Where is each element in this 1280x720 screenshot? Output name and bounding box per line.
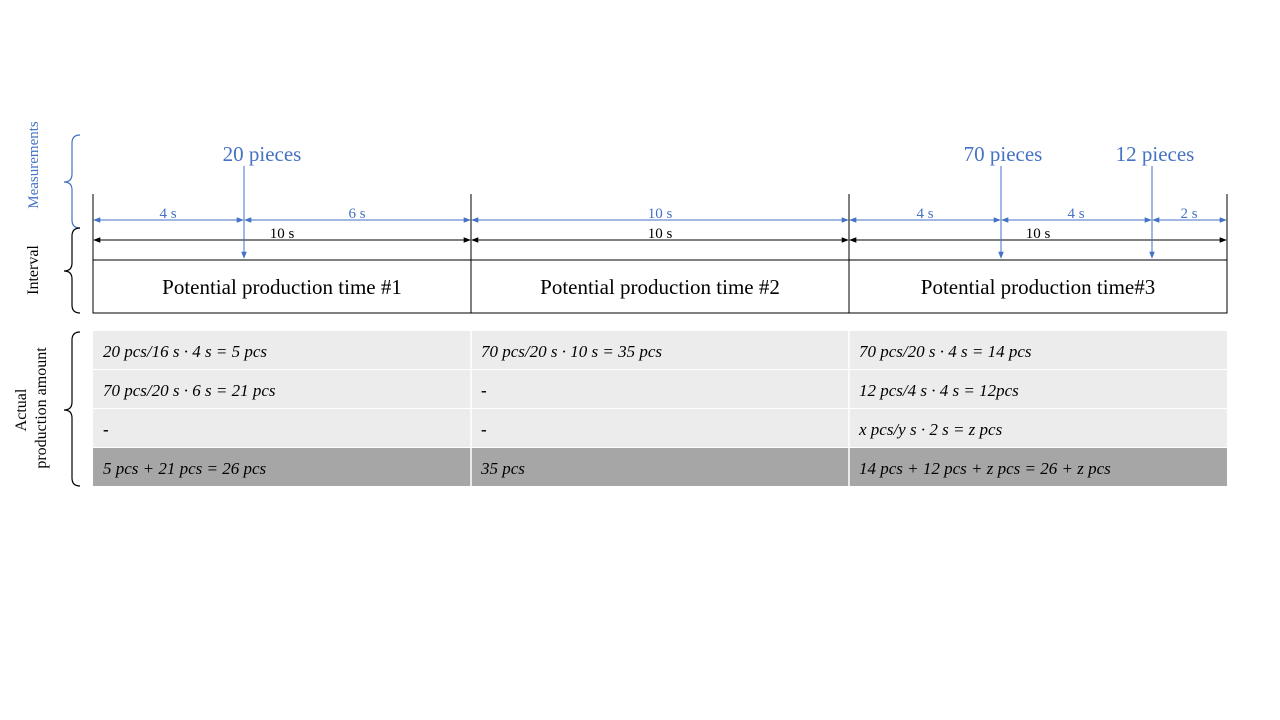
table-cell-text: 70 pcs/20 s · 4 s = 14 pcs [859, 342, 1032, 361]
table-cell [849, 370, 1227, 408]
measurement-span-label: 6 s [348, 206, 365, 222]
table-cell [93, 331, 471, 369]
production-time-box [92, 259, 472, 314]
table-cell [93, 409, 471, 447]
table-cell [93, 370, 471, 408]
production-axis-label: Actual production amount [13, 347, 50, 469]
production-time-label: Potential production time #2 [540, 275, 780, 299]
table-cell [849, 331, 1227, 369]
table-cell-text: - [481, 420, 487, 439]
interval-span-label: 10 s [1026, 226, 1051, 242]
table-cell [471, 409, 849, 447]
table-cell [471, 331, 849, 369]
table-total-cell [849, 448, 1227, 486]
interval-boundaries [92, 194, 1228, 260]
measurement-span-label: 4 s [916, 206, 933, 222]
table-cell-text: 70 pcs/20 s · 6 s = 21 pcs [103, 381, 276, 400]
table-total-cell [471, 448, 849, 486]
table-cell-text: 12 pcs/4 s · 4 s = 12pcs [859, 381, 1019, 400]
measurement-span-label: 4 s [159, 206, 176, 222]
interval-brace [63, 227, 81, 314]
measurement-event-label: 20 pieces [223, 142, 302, 166]
table-total-text: 35 pcs [480, 459, 525, 478]
side-labels: Measurements Interval Actual production … [13, 121, 81, 487]
production-table: 20 pcs/16 s · 4 s = 5 pcs 70 pcs/20 s · … [93, 331, 1227, 486]
interval-span-label: 10 s [648, 226, 673, 242]
interval-span-label: 10 s [270, 226, 295, 242]
production-axis-label-line-1: Actual [13, 388, 30, 431]
table-cell-text: - [103, 420, 109, 439]
production-time-label: Potential production time #1 [162, 275, 402, 299]
interval-spans: 10 s 10 s 10 s [93, 226, 1227, 243]
measurements-brace [63, 134, 81, 229]
table-total-text: 5 pcs + 21 pcs = 26 pcs [103, 459, 267, 478]
measurement-span-label: 2 s [1180, 206, 1197, 222]
measurement-events: 20 pieces 70 pieces 12 pieces [223, 142, 1195, 259]
measurements-axis-label: Measurements [26, 121, 42, 209]
production-time-boxes: Potential production time #1 Potential p… [92, 259, 1228, 314]
table-cell-text: 70 pcs/20 s · 10 s = 35 pcs [481, 342, 662, 361]
measurement-event-label: 12 pieces [1116, 142, 1195, 166]
production-time-label: Potential production time#3 [921, 275, 1155, 299]
production-time-box [470, 259, 850, 314]
production-brace [63, 331, 81, 487]
interval-axis-label: Interval [25, 245, 42, 295]
table-cell-text: - [481, 381, 487, 400]
table-total-text: 14 pcs + 12 pcs + z pcs = 26 + z pcs [859, 459, 1111, 478]
production-time-box [848, 259, 1228, 314]
measurement-spans: 4 s 6 s 10 s 4 s 4 s 2 s [93, 206, 1227, 223]
measurement-span-label: 4 s [1067, 206, 1084, 222]
table-total-cell [93, 448, 471, 486]
table-cell [849, 409, 1227, 447]
measurement-event-label: 70 pieces [964, 142, 1043, 166]
production-axis-label-line-2: production amount [33, 347, 50, 469]
measurement-span-label: 10 s [648, 206, 673, 222]
table-cell-text: x pcs/y s · 2 s = z pcs [858, 420, 1003, 439]
table-cell [471, 370, 849, 408]
table-cell-text: 20 pcs/16 s · 4 s = 5 pcs [103, 342, 267, 361]
